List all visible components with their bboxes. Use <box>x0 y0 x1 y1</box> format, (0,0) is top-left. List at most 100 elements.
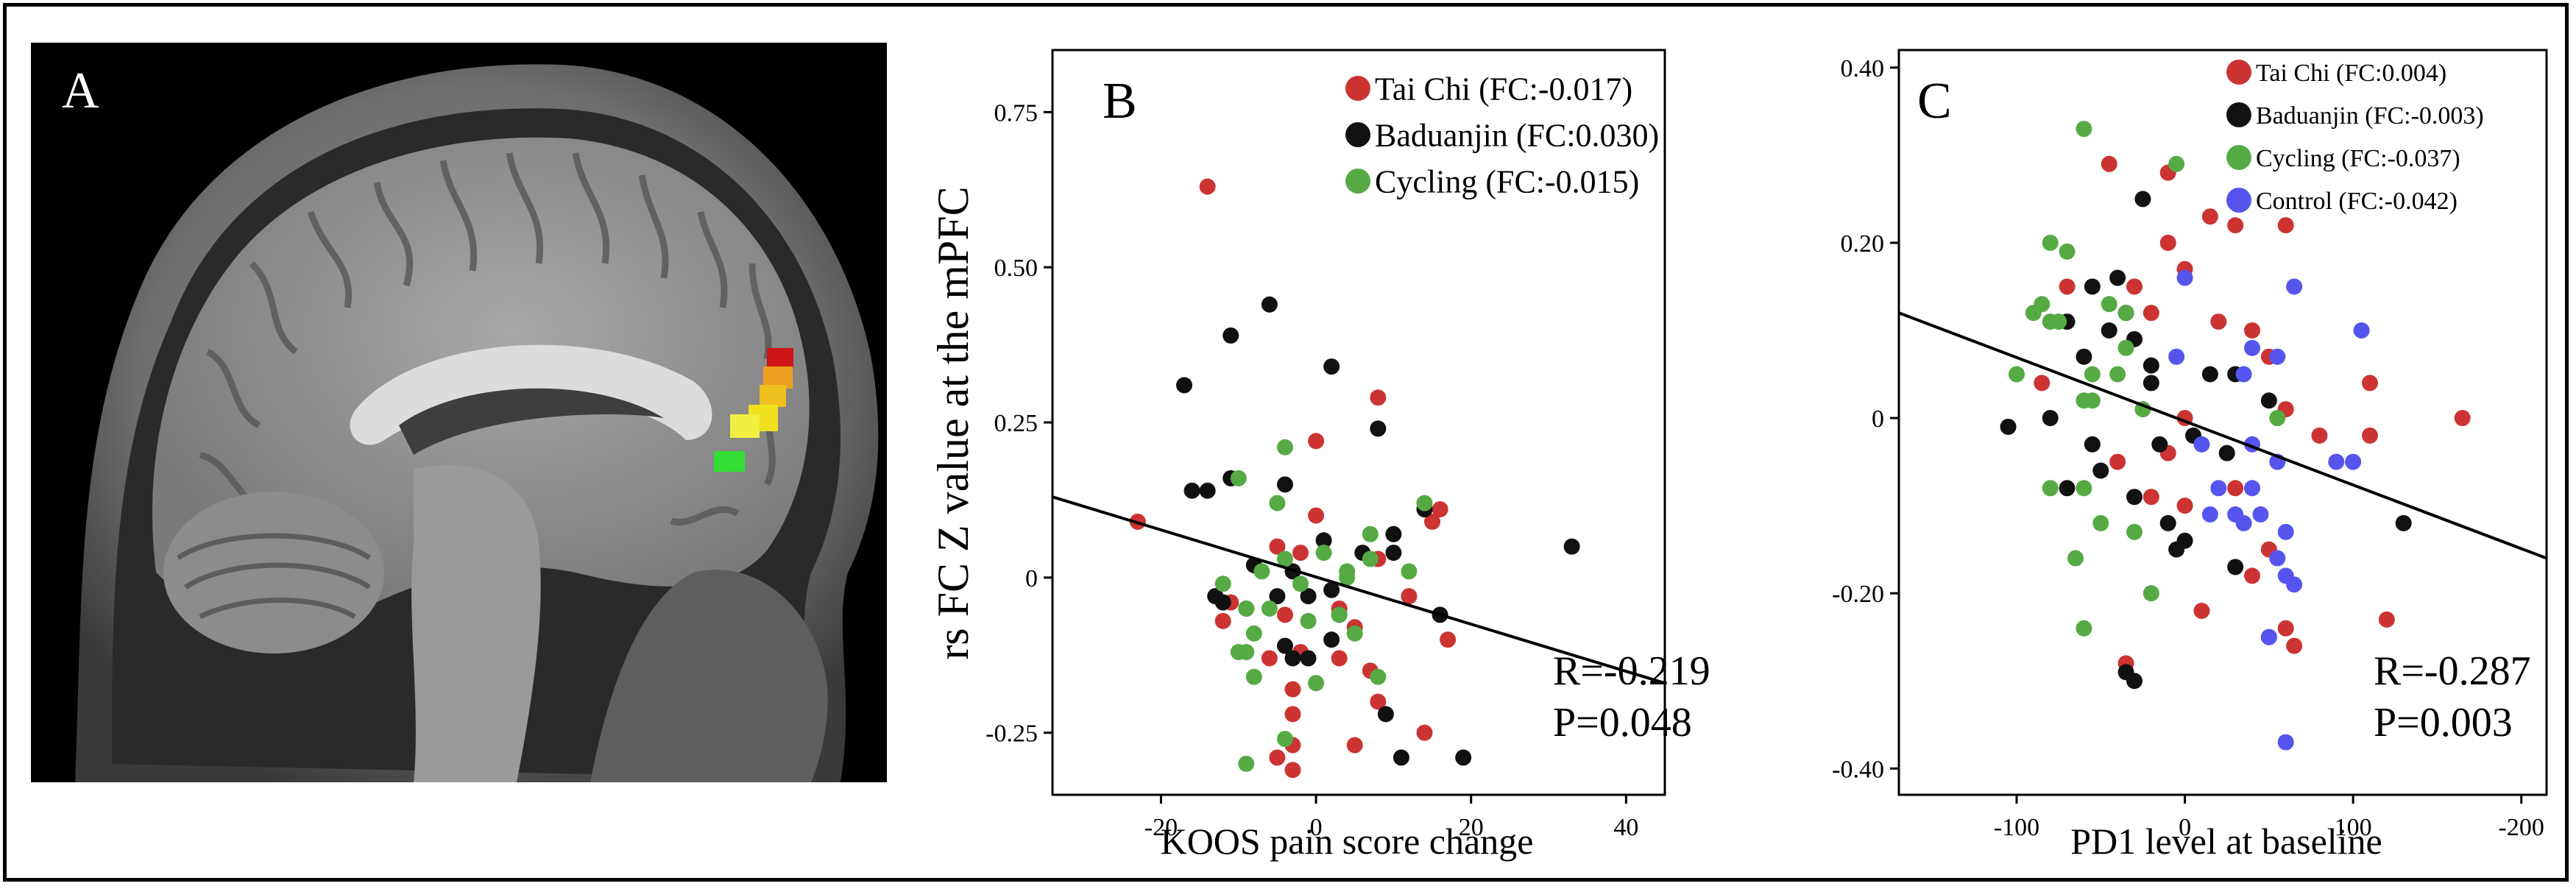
panel-c-point-tai-chi <box>2378 611 2395 628</box>
panel-b-point-tai-chi <box>1440 631 1457 648</box>
panel-c-point-cycling <box>2084 366 2101 383</box>
panel-c-point-baduanjin <box>2092 462 2109 479</box>
panel-b-legend-text-cycling: Cycling (FC:-0.015) <box>1375 163 1639 199</box>
panel-c-point-tai-chi <box>2277 620 2294 637</box>
panel-b-point-cycling <box>1300 612 1317 629</box>
panel-c-point-tai-chi <box>2311 427 2328 444</box>
panel-b-point-baduanjin <box>1276 637 1293 654</box>
panel-c-point-tai-chi <box>2277 217 2294 234</box>
panel-c-point-control <box>2193 436 2210 453</box>
panel-c-legend-text-tai-chi: Tai Chi (FC:0.004) <box>2256 60 2446 87</box>
panel-c-xlabel: PD1 level at baseline <box>2070 821 2382 862</box>
panel-c-point-tai-chi <box>2362 375 2378 392</box>
panel-b-point-cycling <box>1245 668 1262 685</box>
panel-c-plot-area <box>1897 49 2548 796</box>
panel-b-point-baduanjin <box>1385 545 1402 562</box>
panel-c-point-tai-chi <box>2244 322 2260 339</box>
panel-c-point-control <box>2244 339 2260 356</box>
panel-b-point-tai-chi <box>1308 433 1325 450</box>
panel-c-legend-marker-tai-chi <box>2226 60 2251 85</box>
panel-b-point-cycling <box>1261 601 1278 617</box>
panel-b-point-cycling <box>1362 550 1379 567</box>
panel-b-point-tai-chi <box>1292 545 1309 562</box>
panel-c-point-tai-chi <box>2454 410 2471 427</box>
panel-c-point-baduanjin <box>2000 418 2017 435</box>
panel-c-stat-p: P=0.003 <box>2374 700 2513 745</box>
panel-b-point-cycling <box>1276 550 1293 567</box>
panel-c-point-tai-chi <box>2109 453 2126 470</box>
panel-b-point-tai-chi <box>1370 389 1387 406</box>
panel-b-point-baduanjin <box>1300 650 1317 667</box>
panel-b-point-baduanjin <box>1284 650 1301 667</box>
panel-c-point-control <box>2244 480 2260 497</box>
panel-c-point-tai-chi <box>2142 489 2159 506</box>
panel-b-point-baduanjin <box>1261 296 1278 313</box>
panel-c-point-cycling <box>2076 480 2092 497</box>
panel-c-point-cycling <box>2126 523 2142 540</box>
panel-b-y-tick-label: 0.25 <box>994 410 1038 437</box>
panel-c-point-baduanjin <box>2084 278 2101 295</box>
panel-c-point-tai-chi <box>2286 637 2303 654</box>
panel-c-point-tai-chi <box>2227 480 2244 497</box>
panel-c-point-tai-chi <box>2201 208 2218 225</box>
panel-b-point-cycling <box>1253 563 1270 580</box>
panel-b-legend-text-tai-chi: Tai Chi (FC:-0.017) <box>1375 71 1632 107</box>
panel-b-scatter: rs FC Z value at the mPFC B KOOS pain sc… <box>929 49 1710 862</box>
panel-a-mri-image: A <box>31 43 887 782</box>
panel-c-legend-marker-baduanjin <box>2226 102 2251 127</box>
panel-c-point-tai-chi <box>2244 567 2260 584</box>
panel-b-y-tick-label: 0.50 <box>994 255 1038 282</box>
panel-c-point-cycling <box>2084 392 2101 409</box>
panel-b-point-tai-chi <box>1401 588 1418 605</box>
panel-c-point-baduanjin <box>2142 375 2159 392</box>
panel-c-stat-r: R=-0.287 <box>2374 648 2531 694</box>
panel-b-ylabel: rs FC Z value at the mPFC <box>929 186 977 659</box>
panel-b-point-cycling <box>1308 675 1325 692</box>
panel-c-point-cycling <box>2042 234 2059 251</box>
panel-c-point-cycling <box>2067 550 2084 567</box>
panel-b-point-tai-chi <box>1331 650 1348 667</box>
panel-c-point-control <box>2260 628 2277 645</box>
panel-c-legend-text-control: Control (FC:-0.042) <box>2256 188 2458 215</box>
panel-c-point-cycling <box>2142 585 2159 602</box>
panel-b-label: B <box>1103 73 1137 130</box>
panel-b-point-tai-chi <box>1416 724 1433 741</box>
panel-c-point-cycling <box>2034 296 2050 313</box>
panel-b-point-baduanjin <box>1269 588 1286 605</box>
panel-b-legend-text-baduanjin: Baduanjin (FC:0.030) <box>1375 117 1659 153</box>
panel-c-point-cycling <box>2092 514 2109 531</box>
panel-b-point-cycling <box>1238 644 1255 661</box>
panel-c-point-cycling <box>2168 155 2185 172</box>
panel-b-point-tai-chi <box>1276 606 1293 623</box>
panel-b-point-cycling <box>1370 668 1387 685</box>
panel-c-legend-marker-cycling <box>2226 145 2251 170</box>
panel-b-legend-marker-baduanjin <box>1345 122 1370 147</box>
panel-b-point-baduanjin <box>1300 588 1317 605</box>
panel-c-point-baduanjin <box>2134 191 2151 208</box>
panel-b-point-tai-chi <box>1269 538 1286 555</box>
panel-b-point-baduanjin <box>1222 327 1239 344</box>
panel-c-point-control <box>2286 576 2303 593</box>
figure-frame <box>3 3 2569 882</box>
panel-c-point-control <box>2235 366 2252 383</box>
panel-c-point-baduanjin <box>2201 366 2218 383</box>
panel-c-point-baduanjin <box>2395 514 2412 531</box>
panel-c-point-control <box>2168 348 2185 365</box>
panel-c-point-tai-chi <box>2227 217 2244 234</box>
panel-c-x-tick-label: 0 <box>2179 814 2191 841</box>
panel-c-legend-marker-control <box>2226 188 2251 213</box>
panel-b-x-tick-label: 20 <box>1459 814 1484 841</box>
panel-b-point-cycling <box>1401 563 1418 580</box>
panel-b-point-cycling <box>1315 545 1332 562</box>
panel-b-point-tai-chi <box>1308 507 1325 524</box>
panel-c-point-tai-chi <box>2034 375 2050 392</box>
panel-c-point-cycling <box>2042 480 2059 497</box>
panel-c-point-cycling <box>2059 243 2076 260</box>
panel-c-point-tai-chi <box>2193 602 2210 619</box>
panel-c-regression-line <box>1898 311 2547 560</box>
panel-c-point-cycling <box>2101 296 2117 313</box>
panel-c-point-control <box>2286 278 2303 295</box>
panel-c-point-tai-chi <box>2126 278 2142 295</box>
panel-c-legend-text-cycling: Cycling (FC:-0.037) <box>2256 145 2460 172</box>
panel-c-point-baduanjin <box>2218 444 2235 461</box>
